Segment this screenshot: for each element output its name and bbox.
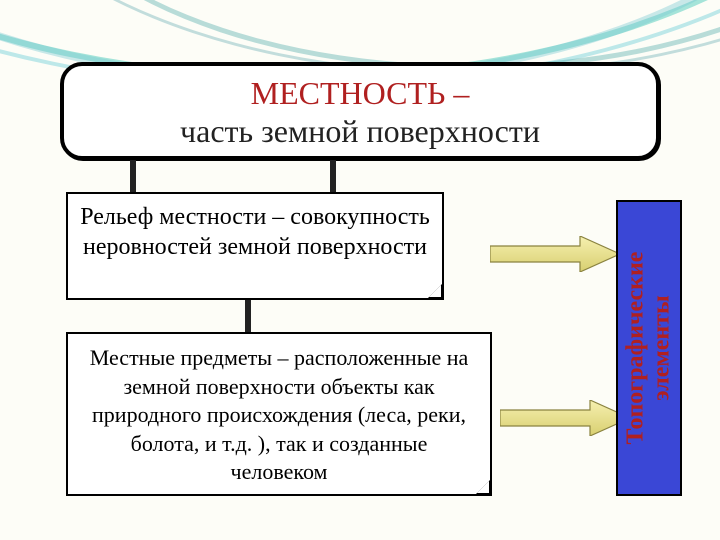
items-box: Местные предметы – расположенные на земн… (66, 332, 492, 496)
title-box: МЕСТНОСТЬ – часть земной поверхности (60, 62, 660, 160)
side-box: Топографические элементы (616, 200, 682, 496)
connector-relief-to-items (245, 300, 251, 334)
relief-box: Рельеф местности – совокупность неровнос… (66, 192, 444, 300)
relief-text: Рельеф местности – совокупность неровнос… (80, 204, 430, 260)
side-line1: Топографические (623, 252, 649, 445)
side-label: Топографические элементы (623, 252, 676, 445)
items-text: Местные предметы – расположенные на земн… (90, 345, 469, 484)
arrow-relief-to-side (490, 236, 620, 272)
connector-title-to-relief-2 (330, 160, 336, 194)
side-line2: элементы (649, 295, 675, 400)
connector-title-to-relief-1 (130, 160, 136, 194)
arrow-items-to-side (500, 400, 630, 436)
title-line2: часть земной поверхности (84, 112, 636, 150)
title-line1: МЕСТНОСТЬ – (84, 74, 636, 112)
